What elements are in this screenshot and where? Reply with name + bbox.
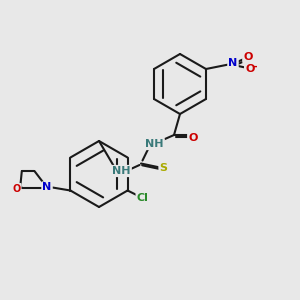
- Text: O: O: [245, 64, 254, 74]
- Text: O: O: [188, 133, 198, 143]
- Text: O: O: [243, 52, 253, 62]
- Text: NH: NH: [112, 166, 131, 176]
- Text: O: O: [12, 184, 20, 194]
- Text: NH: NH: [145, 139, 164, 149]
- Text: S: S: [160, 163, 167, 173]
- Text: N: N: [42, 182, 52, 193]
- Text: -: -: [252, 61, 256, 72]
- Text: N: N: [228, 58, 238, 68]
- Text: Cl: Cl: [136, 193, 148, 203]
